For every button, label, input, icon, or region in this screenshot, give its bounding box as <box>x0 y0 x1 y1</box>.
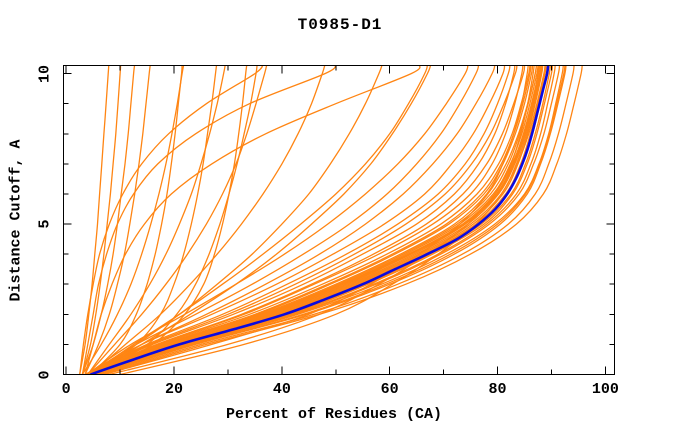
model-curve <box>87 65 524 375</box>
model-curve <box>79 65 110 375</box>
y-tick-label: 0 <box>36 369 54 380</box>
model-curve <box>87 65 226 375</box>
model-curve <box>88 65 532 375</box>
model-curve <box>119 65 546 375</box>
model-curve <box>90 65 428 375</box>
y-axis-label: Distance Cutoff, A <box>7 139 25 302</box>
model-curve <box>90 65 326 375</box>
model-curve <box>88 65 526 375</box>
model-curve <box>92 65 432 375</box>
x-tick-label: 60 <box>380 381 399 398</box>
model-curve <box>81 65 185 375</box>
y-tick-label: 10 <box>36 64 54 83</box>
model-curve <box>79 65 264 375</box>
chart-title: T0985-D1 <box>297 16 383 34</box>
model-curve <box>97 65 566 375</box>
model-curve <box>103 65 537 375</box>
model-curve <box>92 65 218 375</box>
model-curve <box>87 65 511 375</box>
model-curve <box>84 65 151 375</box>
model-curve <box>81 65 337 375</box>
model-curve <box>95 65 561 375</box>
model-curve <box>88 65 496 375</box>
highlighted-model-curve <box>90 65 550 375</box>
curves-layer <box>79 65 583 375</box>
x-tick-label: 80 <box>488 381 507 398</box>
model-curve <box>86 65 469 375</box>
server-model-curves <box>79 65 583 375</box>
x-axis-label: Percent of Residues (CA) <box>225 406 443 423</box>
y-tick-label: 5 <box>36 219 54 229</box>
model-curve <box>87 65 480 375</box>
model-curve <box>87 65 531 375</box>
model-curve <box>90 65 535 375</box>
model-curve <box>98 65 248 375</box>
x-tick-label: 100 <box>591 381 619 398</box>
axes <box>63 65 615 375</box>
model-curve <box>90 65 534 375</box>
x-tick-label: 40 <box>272 381 291 398</box>
x-tick-label: 0 <box>61 381 71 398</box>
model-curve <box>95 65 258 375</box>
x-tick-label: 20 <box>165 381 184 398</box>
model-curve <box>84 65 421 375</box>
model-curve <box>98 65 567 375</box>
model-curve <box>87 65 516 375</box>
model-curve <box>81 65 122 375</box>
model-curve <box>95 65 564 375</box>
model-curve <box>84 65 506 375</box>
model-curve <box>101 65 575 375</box>
model-curve <box>91 65 543 375</box>
plot-border <box>63 65 615 375</box>
model-curve <box>109 65 542 375</box>
model-curve <box>86 65 518 375</box>
model-curve <box>90 65 183 375</box>
